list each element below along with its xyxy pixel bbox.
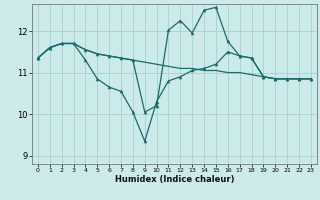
- X-axis label: Humidex (Indice chaleur): Humidex (Indice chaleur): [115, 175, 234, 184]
